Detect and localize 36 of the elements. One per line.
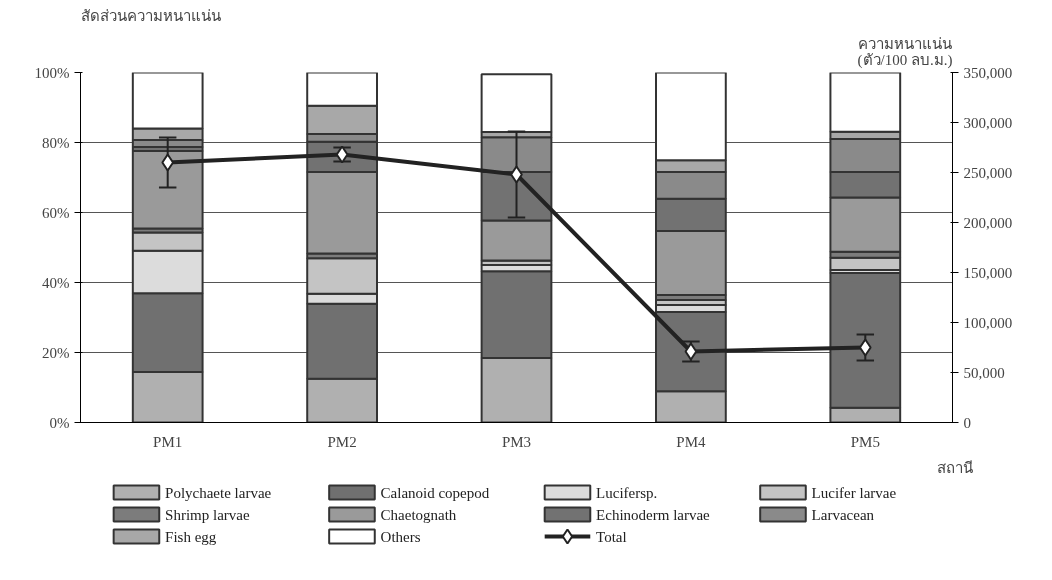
y2-tick-label: 100,000: [963, 314, 1013, 331]
y2-axis-title: ความหนาแน่น (ตัว/100 ลบ.ม.): [857, 35, 953, 69]
y2-tick-label: 150,000: [963, 264, 1013, 281]
y-axis-title: สัดส่วนความหนาแน่น: [80, 7, 221, 24]
y-tick-label: 100%: [34, 64, 70, 81]
legend-label: Calanoid copepod: [380, 484, 490, 501]
legend-label: Total: [596, 528, 627, 545]
legend-label: Lucifer larvae: [811, 484, 897, 501]
bar: [131, 149, 204, 230]
y2-tick-label: 300,000: [963, 114, 1013, 131]
y-tick-label: 80%: [42, 134, 70, 151]
y2-tick-label: 350,000: [963, 64, 1013, 81]
y2-tick-label: 50,000: [963, 364, 1005, 381]
legend-label: Chaetognath: [380, 506, 457, 523]
x-tick-label: PM4: [676, 433, 706, 450]
x-tick-label: PM3: [501, 433, 532, 450]
x-tick-label: PM2: [327, 433, 357, 450]
legend-label: Lucifersp.: [596, 484, 658, 501]
y-tick-label: 60%: [42, 204, 70, 221]
legend-label: Echinoderm larvae: [596, 506, 711, 523]
legend-label: Larvacean: [811, 506, 875, 523]
y2-tick-label: 200,000: [963, 214, 1013, 231]
legend-label: Polychaete larvae: [165, 484, 272, 501]
point: [161, 153, 175, 172]
y-tick-label: 0%: [49, 414, 70, 431]
x-tick-label: PM1: [153, 433, 183, 450]
y2-tick-label: 250,000: [963, 164, 1013, 181]
legend-label: Shrimp larvae: [165, 506, 250, 523]
point: [858, 338, 872, 357]
y-tick-label: 20%: [42, 344, 70, 361]
y2-tick-label: 0: [963, 414, 971, 431]
legend-label: Others: [380, 528, 421, 545]
legend-label: Fish egg: [165, 528, 217, 545]
y-tick-label: 40%: [42, 274, 70, 291]
x-tick-label: PM5: [850, 433, 880, 450]
x-axis-title: สถานี: [936, 459, 973, 476]
